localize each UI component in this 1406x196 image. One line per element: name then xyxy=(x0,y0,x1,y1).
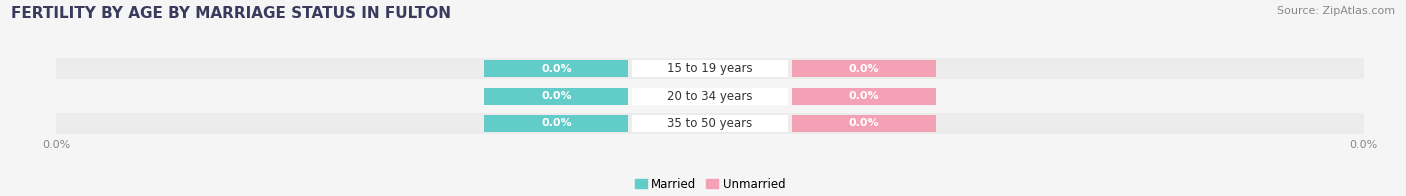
Bar xyxy=(56,85,1364,107)
Bar xyxy=(792,115,935,132)
Bar xyxy=(792,88,935,104)
Text: FERTILITY BY AGE BY MARRIAGE STATUS IN FULTON: FERTILITY BY AGE BY MARRIAGE STATUS IN F… xyxy=(11,6,451,21)
Bar xyxy=(792,60,935,77)
Text: 0.0%: 0.0% xyxy=(541,118,572,129)
Legend: Married, Unmarried: Married, Unmarried xyxy=(636,178,785,191)
Text: 15 to 19 years: 15 to 19 years xyxy=(668,62,752,75)
Text: 0.0%: 0.0% xyxy=(848,91,879,101)
Bar xyxy=(631,115,789,132)
Text: 0.0%: 0.0% xyxy=(848,64,879,74)
Text: 0.0%: 0.0% xyxy=(541,91,572,101)
Text: 20 to 34 years: 20 to 34 years xyxy=(668,90,752,103)
Bar xyxy=(485,115,628,132)
Text: 0.0%: 0.0% xyxy=(541,64,572,74)
Text: 35 to 50 years: 35 to 50 years xyxy=(668,117,752,130)
Bar xyxy=(631,60,789,77)
Bar xyxy=(56,58,1364,79)
Text: Source: ZipAtlas.com: Source: ZipAtlas.com xyxy=(1277,6,1395,16)
Bar xyxy=(485,60,628,77)
Text: 0.0%: 0.0% xyxy=(848,118,879,129)
Bar xyxy=(56,113,1364,134)
Bar xyxy=(631,88,789,104)
Bar xyxy=(485,88,628,104)
